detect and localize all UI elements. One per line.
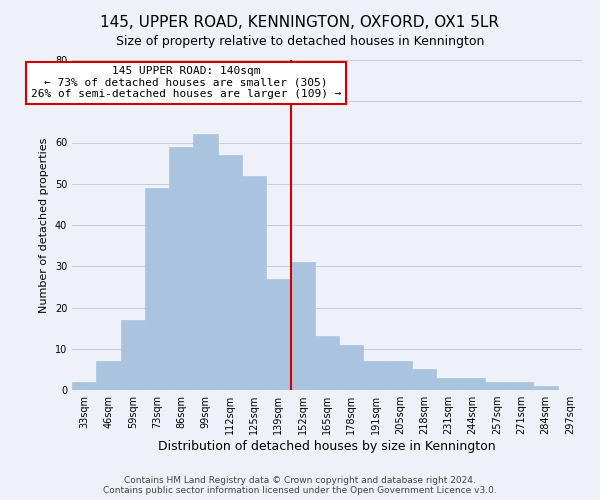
Bar [436,378,461,390]
Bar [266,278,290,390]
Text: Contains HM Land Registry data © Crown copyright and database right 2024.
Contai: Contains HM Land Registry data © Crown c… [103,476,497,495]
Bar [315,336,339,390]
Bar [193,134,218,390]
Bar [169,146,193,390]
Bar [412,370,436,390]
Bar [339,344,364,390]
Bar [533,386,558,390]
Bar [509,382,533,390]
Bar [72,382,96,390]
Y-axis label: Number of detached properties: Number of detached properties [39,138,49,312]
Bar [485,382,509,390]
Bar [290,262,315,390]
Bar [218,155,242,390]
Bar [145,188,169,390]
Text: 145 UPPER ROAD: 140sqm
← 73% of detached houses are smaller (305)
26% of semi-de: 145 UPPER ROAD: 140sqm ← 73% of detached… [31,66,341,100]
Bar [121,320,145,390]
Bar [96,361,121,390]
Bar [461,378,485,390]
Bar [388,361,412,390]
X-axis label: Distribution of detached houses by size in Kennington: Distribution of detached houses by size … [158,440,496,453]
Text: Size of property relative to detached houses in Kennington: Size of property relative to detached ho… [116,35,484,48]
Text: 145, UPPER ROAD, KENNINGTON, OXFORD, OX1 5LR: 145, UPPER ROAD, KENNINGTON, OXFORD, OX1… [101,15,499,30]
Bar [364,361,388,390]
Bar [242,176,266,390]
